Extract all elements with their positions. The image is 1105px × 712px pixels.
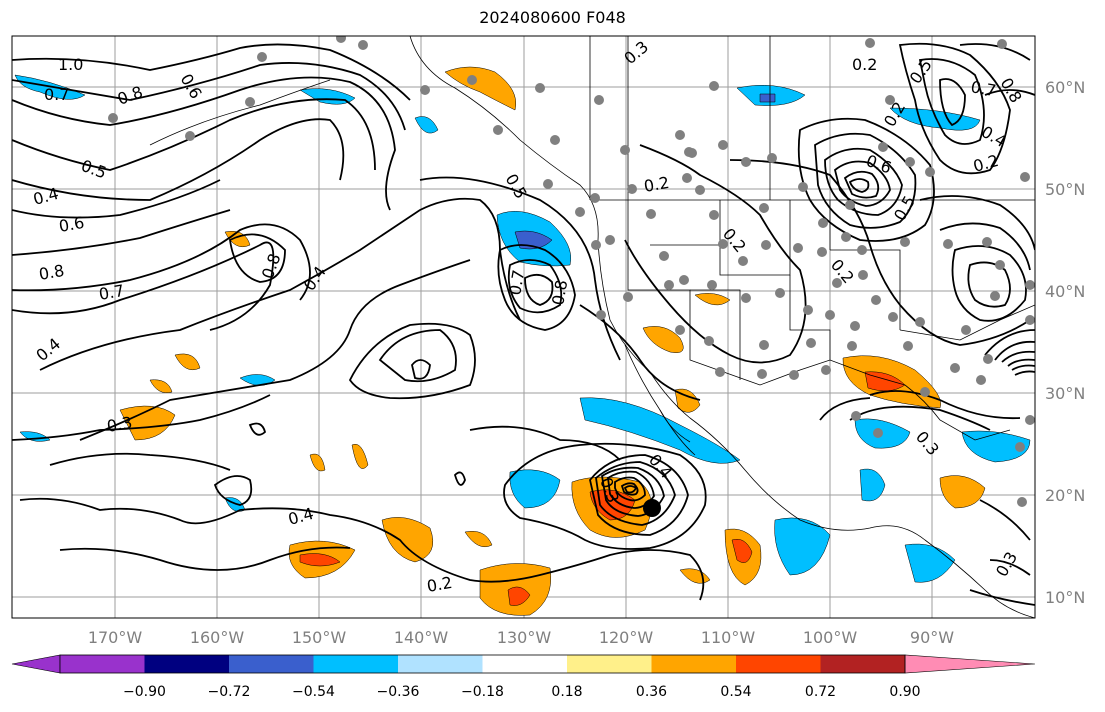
- lon-tick-label: 150°W: [292, 628, 347, 647]
- colorbar-tick-label: −0.36: [377, 684, 420, 700]
- station-markers: [108, 36, 1035, 507]
- lon-tick-label: 130°W: [497, 628, 552, 647]
- colorbar-tick-label: −0.18: [461, 684, 504, 700]
- contour-label: 0.2: [425, 573, 453, 596]
- colorbar-segment: [820, 655, 905, 673]
- map-title: 2024080600 F048: [479, 8, 626, 27]
- colorbar-segment: [567, 655, 652, 673]
- colorbar-under-triangle: [11, 654, 61, 674]
- lon-tick-label: 90°W: [910, 628, 954, 647]
- lon-tick-label: 120°W: [599, 628, 654, 647]
- contour-label: 1.0: [58, 55, 83, 74]
- lat-tick-labels: 60°N 50°N 40°N 30°N 20°N 10°N: [1045, 78, 1085, 607]
- contour-label: 0.2: [852, 55, 877, 74]
- colorbar-tick-label: −0.54: [292, 684, 335, 700]
- contour-label: 0.7: [969, 77, 997, 100]
- contour-label: 0.7: [505, 268, 528, 296]
- lat-tick-label: 50°N: [1045, 180, 1085, 199]
- colorbar-tick-label: 0.18: [551, 684, 582, 700]
- lon-tick-label: 160°W: [190, 628, 245, 647]
- coastlines: [149, 36, 1035, 618]
- lon-tick-labels: 170°W 160°W 150°W 140°W 130°W 120°W 110°…: [88, 628, 954, 647]
- colorbar-segment: [736, 655, 821, 673]
- colorbar-tick-label: 0.54: [720, 684, 751, 700]
- colorbar-over-triangle: [904, 654, 1036, 674]
- colorbar-segment: [60, 655, 145, 673]
- contour-label: 0.7: [44, 85, 69, 104]
- lat-tick-label: 40°N: [1045, 282, 1085, 301]
- contour-lines: [12, 42, 1035, 606]
- colorbar-tick-label: −0.72: [208, 684, 251, 700]
- colorbar-tick-label: 0.72: [805, 684, 836, 700]
- colorbar-segment: [482, 655, 567, 673]
- lon-tick-label: 170°W: [88, 628, 143, 647]
- contour-label: 0.8: [548, 278, 571, 306]
- colorbar: −0.90 −0.72 −0.54 −0.36 −0.18 0.18 0.36 …: [11, 654, 1036, 700]
- shaded-anomalies: [14, 66, 1031, 616]
- colorbar-segment: [229, 655, 314, 673]
- lat-tick-label: 20°N: [1045, 486, 1085, 505]
- colorbar-segment: [651, 655, 736, 673]
- lat-tick-label: 60°N: [1045, 78, 1085, 97]
- map-frame: [11, 35, 1036, 619]
- lat-tick-label: 10°N: [1045, 588, 1085, 607]
- colorbar-segment: [313, 655, 398, 673]
- contour-label: 0.7: [97, 281, 125, 304]
- lon-tick-label: 100°W: [803, 628, 858, 647]
- contour-label: 0.8: [37, 261, 65, 284]
- colorbar-tick-label: 0.36: [636, 684, 667, 700]
- contour-label: 0.3: [105, 413, 133, 436]
- colorbar-tick-label: 0.90: [889, 684, 920, 700]
- colorbar-tick-label: −0.90: [123, 684, 166, 700]
- contour-label: 0.2: [642, 173, 670, 196]
- lon-tick-label: 140°W: [394, 628, 449, 647]
- storm-center-marker: [643, 499, 661, 517]
- colorbar-segment: [398, 655, 483, 673]
- lon-tick-label: 110°W: [701, 628, 756, 647]
- colorbar-segment: [144, 655, 229, 673]
- contour-label: 0.6: [57, 213, 85, 236]
- lat-tick-label: 30°N: [1045, 384, 1085, 403]
